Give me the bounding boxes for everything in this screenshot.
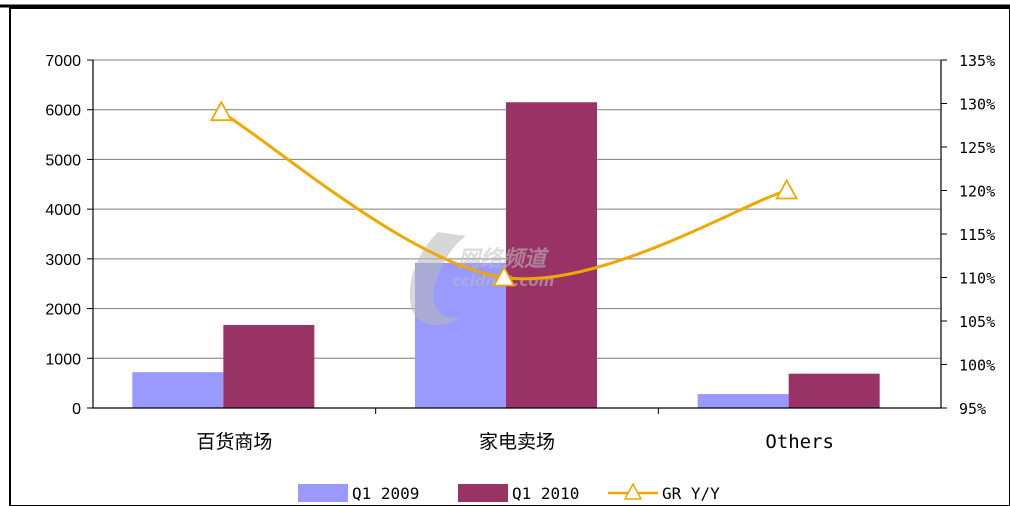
y-left-tick-label: 3000 [45, 252, 81, 269]
bars [132, 102, 880, 408]
bar-q1-2010 [506, 102, 597, 408]
y-right-tick-label: 130% [959, 96, 995, 114]
y-right-tick-label: 125% [959, 139, 995, 157]
y-right-tick-label: 135% [959, 52, 995, 70]
x-category-labels: 百货商场 家电卖场 Others [196, 408, 834, 453]
y-left-tick-label: 2000 [45, 302, 81, 319]
y-right-ticks: 95% 100% 105% 110% 115% 120% 125% 130% 135% [941, 52, 995, 418]
y-left-tick-label: 6000 [45, 103, 81, 120]
y-right-tick-label: 115% [959, 226, 995, 244]
legend-swatch-q1-2010 [458, 484, 508, 502]
x-category-label: Others [765, 431, 834, 453]
growth-line [209, 100, 799, 287]
y-left-tick-label: 4000 [45, 202, 81, 219]
legend-swatch-q1-2009 [298, 484, 348, 502]
legend-label-q1-2010: Q1 2010 [512, 484, 579, 503]
bar-q1-2010 [788, 373, 880, 408]
y-left-ticks: 0 1000 2000 3000 4000 5000 6000 7000 [45, 53, 93, 418]
y-left-tick-label: 1000 [45, 351, 81, 368]
y-right-tick-label: 120% [959, 183, 995, 201]
y-left-tick-label: 5000 [45, 152, 81, 169]
legend: Q1 2009 Q1 2010 GR Y/Y [298, 482, 720, 503]
x-category-label: 家电卖场 [479, 431, 555, 453]
y-right-tick-label: 105% [959, 313, 995, 331]
legend-label-gr: GR Y/Y [662, 484, 720, 503]
y-left-tick-label: 7000 [45, 53, 81, 70]
y-right-tick-label: 110% [959, 270, 995, 288]
x-category-label: 百货商场 [196, 431, 272, 453]
y-right-tick-label: 100% [959, 357, 995, 375]
y-left-tick-label: 0 [72, 401, 81, 418]
legend-label-q1-2009: Q1 2009 [352, 484, 419, 503]
series-point-gr [209, 100, 233, 122]
bar-q1-2009 [132, 372, 224, 408]
legend-marker-gr [623, 482, 643, 500]
y-right-tick-label: 95% [959, 400, 986, 418]
series-point-gr [775, 178, 799, 200]
bar-q1-2009 [697, 394, 789, 408]
bar-q1-2010 [223, 324, 315, 408]
series-point-gr [492, 265, 516, 287]
